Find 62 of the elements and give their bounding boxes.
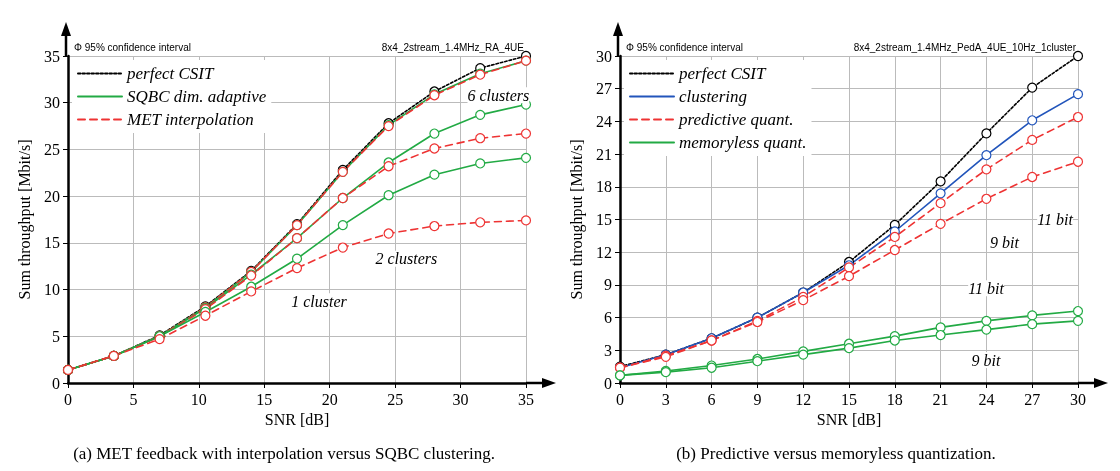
legend-label: clustering [679, 87, 747, 106]
x-tick-label: 24 [978, 390, 995, 408]
y-tick-label: 25 [44, 140, 60, 158]
x-tick-label: 27 [1024, 390, 1041, 408]
y-tick-label: 21 [596, 145, 612, 163]
annotation: 6 clusters [467, 86, 530, 104]
text: Φ 95% confidence interval [626, 41, 743, 53]
y-tick-label: 15 [596, 211, 612, 228]
annotation: 11 bit [1037, 211, 1074, 228]
y-tick-label: 5 [52, 327, 60, 345]
annotation: 11 bit [968, 279, 1005, 297]
y-tick-label: 24 [596, 112, 612, 130]
x-tick-label: 18 [886, 390, 903, 408]
y-tick-label: 20 [44, 187, 60, 205]
y-tick-label: 9 [604, 276, 612, 294]
y-tick-label: 18 [596, 178, 612, 196]
y-tick-label: 12 [596, 243, 612, 261]
x-tick-label: 15 [841, 390, 857, 408]
legend-label: SQBC dim. adaptive [127, 87, 267, 106]
legend-label: memoryless quant. [679, 133, 807, 152]
text: Φ 95% confidence interval [74, 41, 191, 53]
y-tick-label: 0 [604, 374, 612, 392]
x-tick-label: 20 [321, 390, 338, 408]
text: 8x4_2stream_1.4MHz_RA_4UE [381, 41, 525, 53]
y-axis-title: Sum throughput [Mbit/s] [567, 139, 586, 300]
annotation: 9 bit [971, 351, 1001, 369]
text: (a) MET feedback with interpolation versus SQBC clustering. [73, 444, 495, 463]
x-tick-label: 0 [616, 390, 624, 408]
x-tick-label: 25 [387, 390, 404, 408]
x-tick-label: 6 [707, 390, 716, 408]
y-tick-label: 6 [604, 309, 612, 327]
x-tick-label: 21 [932, 390, 949, 408]
x-tick-label: 30 [1070, 390, 1086, 408]
y-tick-label: 10 [44, 281, 60, 299]
y-tick-label: 0 [52, 374, 60, 392]
x-axis-title: SNR [dB] [264, 411, 330, 429]
y-axis-title: Sum throughput [Mbit/s] [15, 139, 34, 300]
x-tick-label: 15 [256, 390, 273, 408]
x-tick-label: 3 [661, 390, 670, 408]
x-tick-label: 10 [190, 390, 207, 408]
annotation: 2 clusters [375, 250, 438, 268]
y-tick-label: 15 [44, 234, 60, 252]
annotation: 9 bit [989, 233, 1020, 251]
legend-label: perfect CSIT [126, 64, 215, 83]
x-axis-title: SNR [dB] [816, 411, 882, 429]
legend-label: predictive quant. [678, 110, 794, 129]
y-tick-label: 27 [596, 80, 612, 98]
x-tick-label: 0 [64, 390, 72, 408]
x-tick-label: 5 [129, 390, 138, 408]
x-tick-label: 9 [753, 390, 762, 408]
text: 8x4_2stream_1.4MHz_PedA_4UE_10Hz_1cluster [853, 41, 1077, 53]
y-tick-label: 30 [596, 47, 612, 65]
legend-label: MET interpolation [126, 110, 254, 129]
y-tick-label: 35 [44, 47, 60, 65]
y-tick-label: 3 [604, 341, 612, 359]
x-tick-label: 35 [518, 390, 534, 408]
y-tick-label: 30 [44, 94, 60, 112]
text: (b) Predictive versus memoryless quantization. [676, 444, 996, 463]
x-tick-label: 30 [452, 390, 469, 408]
legend-label: perfect CSIT [678, 64, 767, 83]
x-tick-label: 12 [795, 390, 812, 408]
annotation: 1 cluster [291, 292, 348, 310]
